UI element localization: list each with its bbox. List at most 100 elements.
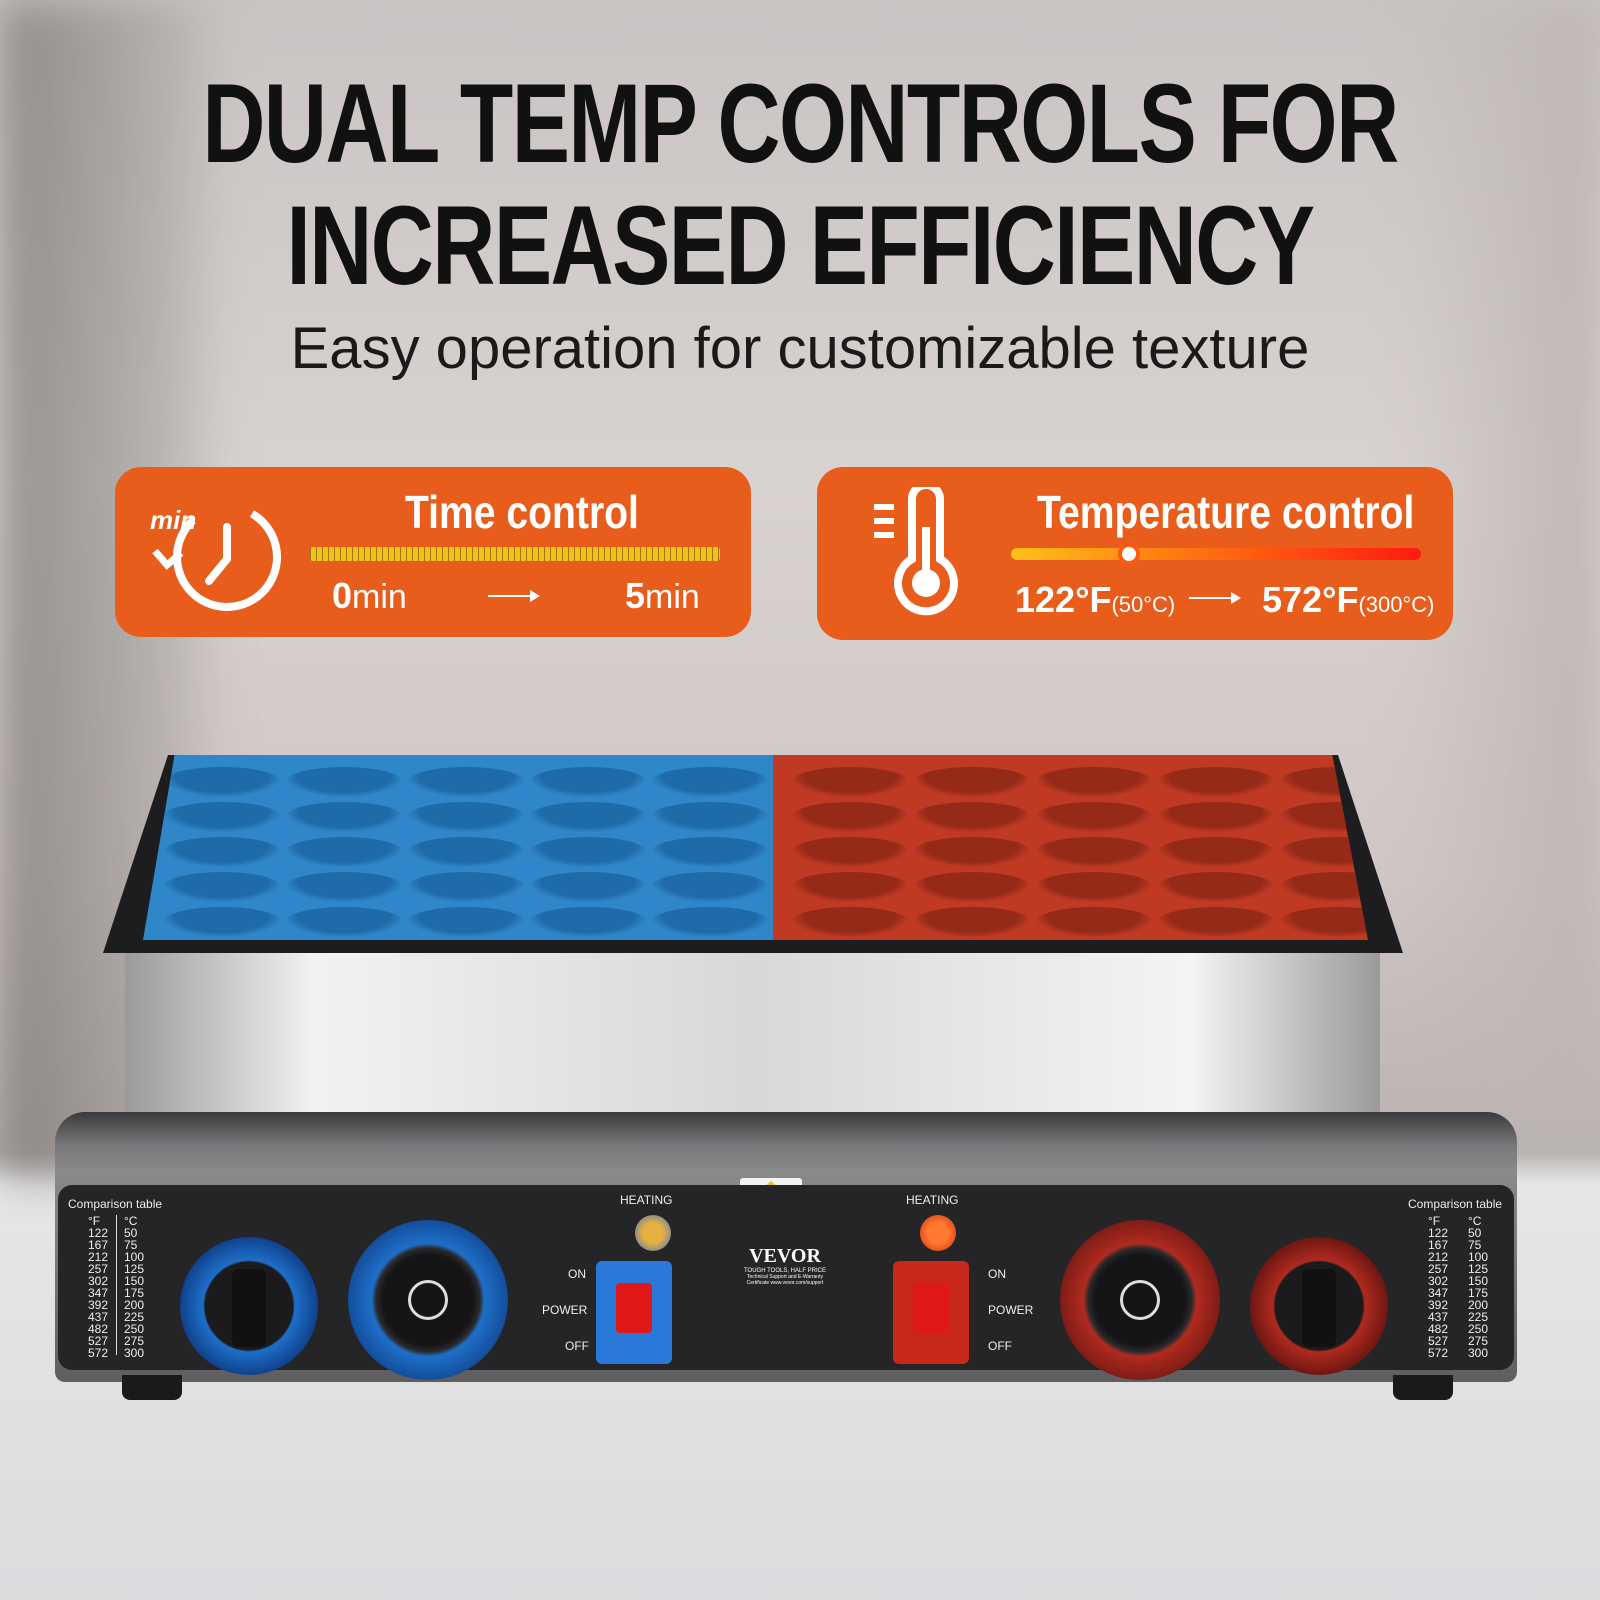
svg-text:min: min [150,505,196,535]
batter-cup [1279,907,1368,937]
time-control-title: Time control [405,486,639,538]
left-temperature-dial[interactable] [348,1220,508,1380]
table-value: 225 [1468,1310,1489,1324]
table-value: 100 [1468,1250,1489,1264]
celsius-column: °C 50 75 100 125 150 175 200 225 250 275 300 [124,1214,145,1360]
table-value: 572 [88,1346,109,1360]
table-value: 302 [88,1274,109,1288]
batter-cup [1035,907,1153,937]
batter-cup [1035,872,1153,902]
table-value: 392 [1428,1298,1449,1312]
batter-cup [163,837,281,867]
table-value: 175 [124,1286,145,1300]
temp-start: 122°F(50°C) [1015,579,1176,620]
batter-cup [285,872,403,902]
batter-cup [1157,767,1275,797]
batter-cup [651,802,769,832]
table-value: 225 [124,1310,145,1324]
arrow-icon [488,590,540,602]
batter-cup [913,802,1031,832]
control-panel: Comparison table °F 122 167 212 257 302 347 392… [58,1185,1514,1380]
left-power-switch[interactable] [596,1261,672,1364]
table-value: 75 [124,1238,138,1252]
time-end: 5min [625,575,700,616]
temp-end: 572°F(300°C) [1262,579,1435,620]
subtitle: Easy operation for customizable texture [290,316,1310,381]
batter-cup [1279,767,1368,797]
table-value: 275 [124,1334,145,1348]
batter-cup [1157,907,1275,937]
batter-cup [163,907,281,937]
table-value: 125 [124,1262,145,1276]
table-value: 200 [1468,1298,1489,1312]
right-heating-label: HEATING [906,1193,959,1207]
right-heating-indicator [920,1215,956,1251]
batter-cup [1279,837,1368,867]
batter-cup [285,907,403,937]
foot [122,1375,182,1400]
table-value: 437 [1428,1310,1449,1324]
table-value: 482 [1428,1322,1449,1336]
table-value: 300 [124,1346,145,1360]
comparison-table-title: Comparison table [68,1197,163,1211]
left-heating-indicator [635,1215,671,1251]
batter-cup [1157,837,1275,867]
table-value: 527 [88,1334,109,1348]
right-timer-dial[interactable] [1250,1237,1388,1375]
table-value: 167 [88,1238,109,1252]
batter-cup [407,837,525,867]
right-zone-plate [773,755,1368,940]
off-label: OFF [988,1339,1012,1353]
table-value: 392 [88,1298,109,1312]
table-value: 150 [1468,1274,1489,1288]
batter-cup [913,872,1031,902]
power-label: POWER [542,1303,588,1317]
batter-cup [1279,872,1368,902]
on-label: ON [568,1267,586,1281]
heating-box [125,953,1380,1113]
table-value: 122 [1428,1226,1449,1240]
temperature-control-title: Temperature control [1037,486,1415,538]
batter-cup [791,837,909,867]
off-label: OFF [565,1339,589,1353]
batter-cup [163,802,281,832]
batter-cup [1157,872,1275,902]
batter-cup [529,907,647,937]
batter-cup [651,907,769,937]
left-timer-dial[interactable] [180,1237,318,1375]
right-temperature-dial[interactable] [1060,1220,1220,1380]
table-value: 200 [124,1298,145,1312]
table-value: 572 [1428,1346,1449,1360]
batter-cup [651,837,769,867]
table-value: 250 [124,1322,145,1336]
batter-cup [285,802,403,832]
batter-cup [529,767,647,797]
batter-cup [651,872,769,902]
table-value: 50 [1468,1226,1482,1240]
batter-cup [285,837,403,867]
table-value: 175 [1468,1286,1489,1300]
table-value: 482 [88,1322,109,1336]
batter-cup [1157,802,1275,832]
table-value: 122 [88,1226,109,1240]
power-label: POWER [988,1303,1034,1317]
headline-line-2: INCREASED EFFICIENCY [286,183,1315,308]
temperature-control-card: Temperature control 122°F(50°C) 572°F(30… [817,467,1453,640]
batter-cup [913,907,1031,937]
table-value: 257 [88,1262,109,1276]
celsius-column: °C 50 75 100 125 150 175 200 225 250 275 300 [1468,1214,1489,1360]
batter-cup [407,802,525,832]
right-power-switch[interactable] [893,1261,969,1364]
batter-cup [913,837,1031,867]
table-value: 50 [124,1226,138,1240]
table-value: 150 [124,1274,145,1288]
foot [1393,1375,1453,1400]
batter-cup [407,767,525,797]
time-control-card: min Time control 0min 5min [115,467,751,637]
batter-cup [1279,802,1368,832]
batter-cup [529,837,647,867]
time-ruler [310,547,720,561]
table-value: 212 [88,1250,109,1264]
table-value: 167 [1428,1238,1449,1252]
table-value: 250 [1468,1322,1489,1336]
